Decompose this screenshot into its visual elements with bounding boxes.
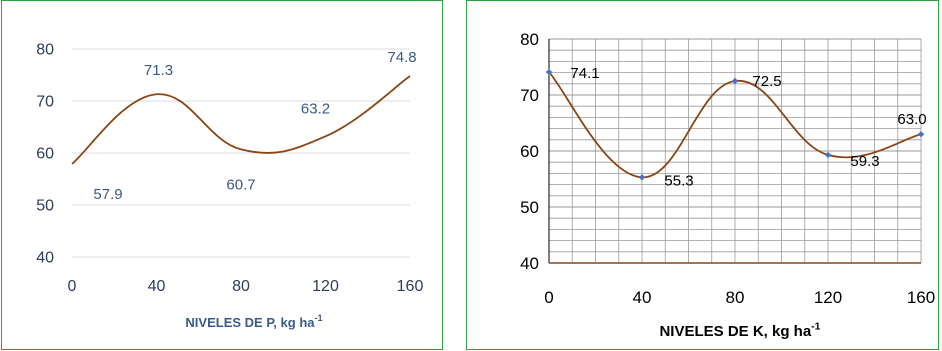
- chart-p-series-line: [71, 75, 411, 165]
- chart-p-x-tick-label: 80: [232, 278, 250, 295]
- chart-p-data-label: 57.9: [93, 186, 122, 203]
- chart-k-data-label: 74.1: [570, 65, 599, 82]
- chart-k-x-axis-title: NIVELES DE K, kg ha-1: [659, 320, 820, 340]
- chart-k-data-label: 59.3: [850, 153, 879, 170]
- chart-p-x-tick-label: 40: [148, 278, 166, 295]
- chart-panel-p: 40 50 60 70 80 0 40 80 120 160 57.9 71.3 60.7 63.2 74.…: [1, 0, 443, 350]
- chart-p-data-label: 71.3: [144, 62, 173, 79]
- chart-k-x-tick-label: 120: [814, 288, 842, 307]
- chart-p-y-tick-label: 60: [36, 146, 54, 163]
- chart-k-x-tick-label: 80: [726, 288, 745, 307]
- chart-p-x-tick-label: 0: [68, 278, 77, 295]
- chart-p-x-axis-title: NIVELES DE P, kg ha-1: [185, 313, 322, 330]
- chart-k-y-tick-label: 40: [520, 254, 539, 273]
- chart-k-y-tick-label: 80: [520, 30, 539, 49]
- chart-k-x-tick-label: 0: [544, 288, 553, 307]
- chart-k-data-label: 55.3: [664, 172, 693, 189]
- chart-k-y-tick-label: 60: [520, 142, 539, 161]
- chart-p-data-label: 60.7: [226, 176, 255, 193]
- chart-k-x-tick-label: 160: [907, 288, 935, 307]
- chart-k-data-point: [824, 151, 832, 159]
- chart-k-data-label: 63.0: [897, 111, 926, 128]
- chart-k-x-tick-label: 40: [633, 288, 652, 307]
- chart-k-svg: 40 50 60 70 80 0 40 80 120 160 74.1 55.3 72.5 59.3 63.…: [520, 30, 935, 340]
- chart-k-data-point: [545, 68, 553, 76]
- chart-k-series-line: [548, 71, 922, 179]
- chart-p-x-axis-title-text: NIVELES DE P, kg ha: [185, 315, 315, 330]
- chart-k-data-label: 72.5: [752, 73, 781, 90]
- chart-p-data-label: 63.2: [301, 100, 330, 117]
- chart-k-x-axis-title-text: NIVELES DE K, kg ha: [659, 323, 811, 340]
- chart-p-svg: 40 50 60 70 80 0 40 80 120 160 57.9 71.3 60.7 63.2 74.…: [36, 42, 424, 330]
- chart-k-data-point: [638, 174, 646, 181]
- chart-p-x-tick-label: 160: [397, 278, 424, 295]
- chart-p-data-label: 74.8: [387, 49, 416, 66]
- chart-k-data-point: [731, 77, 739, 85]
- chart-k-data-point: [917, 131, 925, 138]
- chart-k-x-axis-title-superscript: -1: [811, 320, 820, 332]
- chart-p-y-tick-label: 80: [36, 42, 54, 59]
- chart-p-x-axis-title-superscript: -1: [315, 313, 323, 323]
- chart-p-y-tick-label: 70: [36, 94, 54, 111]
- chart-p-x-tick-label: 120: [312, 278, 339, 295]
- chart-k-y-tick-label: 70: [520, 86, 539, 105]
- chart-panel-k: 40 50 60 70 80 0 40 80 120 160 74.1 55.3 72.5 59.3 63.…: [466, 0, 939, 350]
- chart-p-y-tick-label: 50: [36, 198, 54, 215]
- chart-p-y-tick-label: 40: [36, 250, 54, 267]
- chart-k-y-tick-label: 50: [520, 198, 539, 217]
